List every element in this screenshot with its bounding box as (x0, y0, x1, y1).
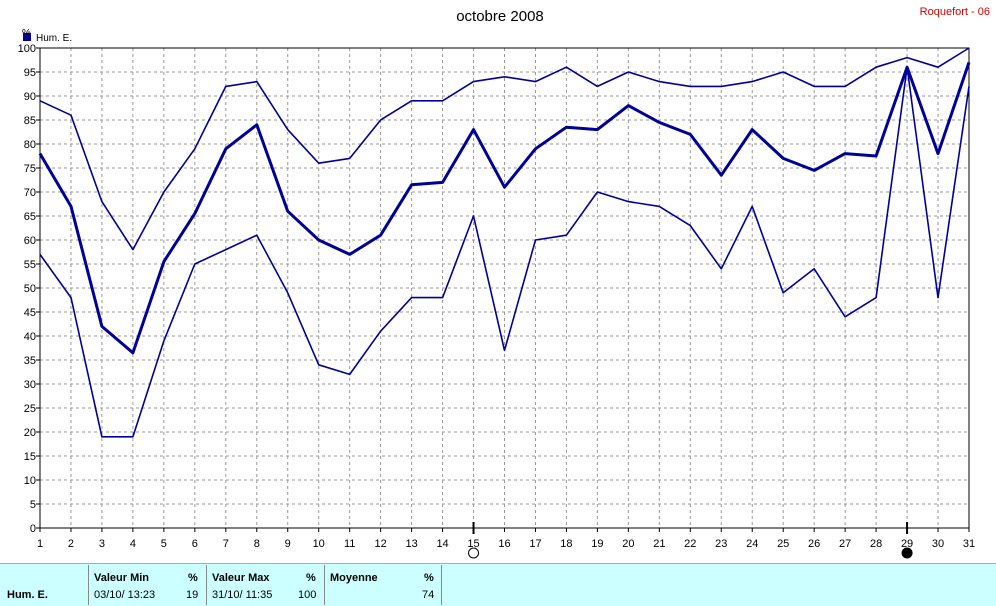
x-tick-label: 28 (870, 538, 882, 550)
x-tick-label: 18 (560, 538, 572, 550)
y-tick-label: 25 (24, 403, 36, 415)
x-tick-label: 17 (529, 538, 541, 550)
max-unit: % (306, 572, 316, 584)
x-tick-label: 15 (467, 538, 479, 550)
x-tick-label: 8 (254, 538, 260, 550)
new-moon-icon (901, 547, 913, 559)
x-tick-label: 21 (653, 538, 665, 550)
x-tick-label: 27 (839, 538, 851, 550)
y-tick-label: 75 (24, 163, 36, 175)
x-tick-label: 22 (684, 538, 696, 550)
x-tick-label: 7 (223, 538, 229, 550)
x-tick-label: 3 (99, 538, 105, 550)
y-tick-label: 65 (24, 211, 36, 223)
y-tick-label: 45 (24, 307, 36, 319)
mean-value: 74 (422, 589, 435, 601)
chart-title: octobre 2008 (456, 8, 544, 25)
y-tick-label: 0 (30, 523, 36, 535)
y-tick-label: 80 (24, 139, 36, 151)
x-tick-label: 31 (963, 538, 975, 550)
stats-separator (324, 565, 325, 605)
grid (40, 48, 969, 528)
min-header: Valeur Min (94, 572, 150, 584)
stats-separator (88, 565, 89, 605)
series-line-min (39, 66, 970, 438)
x-tick-label: 4 (130, 538, 136, 550)
max-header: Valeur Max (212, 572, 270, 584)
series-line-mean (38, 61, 971, 355)
plot-frame (39, 47, 970, 529)
y-axis-unit: % (22, 28, 31, 39)
y-tick-label: 90 (24, 91, 36, 103)
y-tick-label: 20 (24, 427, 36, 439)
moon-phase-markers (468, 522, 913, 559)
max-date: 31/10/ 11:35 (212, 589, 273, 601)
mean-header: Moyenne (330, 572, 378, 584)
y-tick-label: 85 (24, 115, 36, 127)
x-tick-label: 30 (932, 538, 944, 550)
humidity-chart: octobre 2008 Roquefort - 06 Hum. E. % 0 5… (18, 6, 990, 559)
min-value: 19 (186, 589, 199, 601)
legend-swatch (23, 33, 31, 41)
legend-label: Hum. E. (36, 33, 72, 44)
x-tick-label: 16 (498, 538, 510, 550)
mean-unit: % (424, 572, 434, 584)
y-tick-label: 10 (24, 475, 36, 487)
stats-separator (206, 565, 207, 605)
y-tick-label: 60 (24, 235, 36, 247)
x-tick-label: 20 (622, 538, 634, 550)
y-tick-label: 40 (24, 331, 36, 343)
x-tick-label: 13 (405, 538, 417, 550)
x-tick-label: 12 (375, 538, 387, 550)
y-tick-label: 100 (18, 43, 36, 55)
y-axis-ticks: 0 5 10 15 20 25 30 35 40 45 50 55 60 65 70 75 80 85 90 95 10… (18, 43, 40, 535)
x-tick-label: 10 (313, 538, 325, 550)
y-tick-label: 30 (24, 379, 36, 391)
stats-separator (441, 565, 442, 605)
station-name: Roquefort - 06 (920, 6, 990, 18)
x-tick-label: 19 (591, 538, 603, 550)
x-tick-label: 25 (777, 538, 789, 550)
x-tick-label: 5 (161, 538, 167, 550)
max-value: 100 (298, 589, 317, 601)
y-tick-label: 55 (24, 259, 36, 271)
x-tick-label: 24 (746, 538, 758, 550)
min-date: 03/10/ 13:23 (94, 589, 156, 601)
x-tick-label: 26 (808, 538, 820, 550)
y-tick-label: 35 (24, 355, 36, 367)
y-tick-label: 15 (24, 451, 36, 463)
series-line-max (39, 47, 970, 251)
x-axis-ticks: 1 2 3 4 5 6 7 8 9 10 11 12 13 14 15 16 17 18 19 20 21 22 23 24 2… (37, 528, 975, 550)
x-tick-label: 29 (901, 538, 913, 550)
y-tick-label: 5 (30, 499, 36, 511)
x-tick-label: 2 (68, 538, 74, 550)
x-tick-label: 14 (436, 538, 448, 550)
y-tick-label: 70 (24, 187, 36, 199)
x-tick-label: 23 (715, 538, 727, 550)
x-tick-label: 11 (344, 538, 355, 550)
x-tick-label: 6 (192, 538, 198, 550)
stats-bar (0, 563, 996, 606)
x-tick-label: 1 (37, 538, 43, 550)
min-unit: % (188, 572, 198, 584)
y-tick-label: 50 (24, 283, 36, 295)
stats-series-label: Hum. E. (7, 589, 48, 601)
series-lines (38, 47, 971, 438)
y-tick-label: 95 (24, 67, 36, 79)
x-tick-label: 9 (285, 538, 291, 550)
full-moon-icon (468, 547, 480, 559)
